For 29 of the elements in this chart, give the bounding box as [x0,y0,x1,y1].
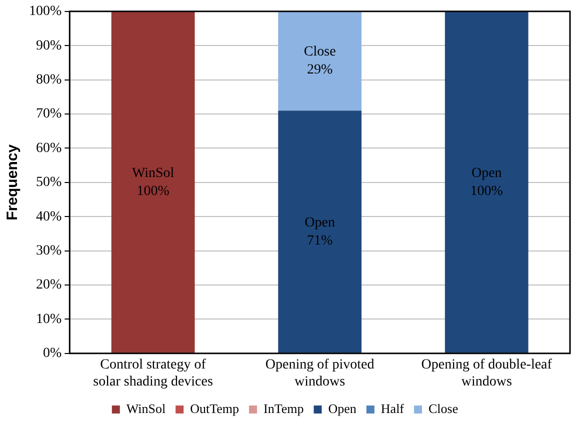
data-label: 29% [306,62,333,78]
y-axis-title: Frequency [4,144,22,220]
legend-label: OutTemp [190,400,240,416]
y-tick-label: 100% [28,4,62,20]
x-tick-label: Opening of double-leaf windows [421,357,552,390]
y-tick-label: 20% [36,278,62,293]
legend-label: Half [380,400,405,416]
text: Open [471,166,502,181]
text: Open [304,215,335,230]
data-label: 71% [306,233,333,248]
y-tick-label: 10% [36,312,62,327]
y-tick-label: 40% [36,209,62,224]
text: WinSol [132,166,174,181]
y-tick-label: 50% [36,175,62,190]
text: Close [304,44,336,60]
legend-label: Close [428,400,458,416]
legend-label: WinSol [126,400,166,416]
x-tick-label: Control strategy of solar shading devices [93,357,213,390]
x-tick-label: Opening of pivoted windows [265,357,374,390]
y-tick-label: 30% [36,243,62,258]
legend-label: Open [328,400,357,416]
legend-label: InTemp [264,400,304,416]
data-label: 100% [136,184,170,199]
data-label: 100% [470,184,504,199]
y-tick-label: 80% [36,72,62,88]
y-tick-label: 0% [42,346,62,362]
y-tick-label: 70% [36,106,62,122]
y-tick-label: 60% [36,140,62,156]
y-tick-label: 90% [36,38,62,54]
